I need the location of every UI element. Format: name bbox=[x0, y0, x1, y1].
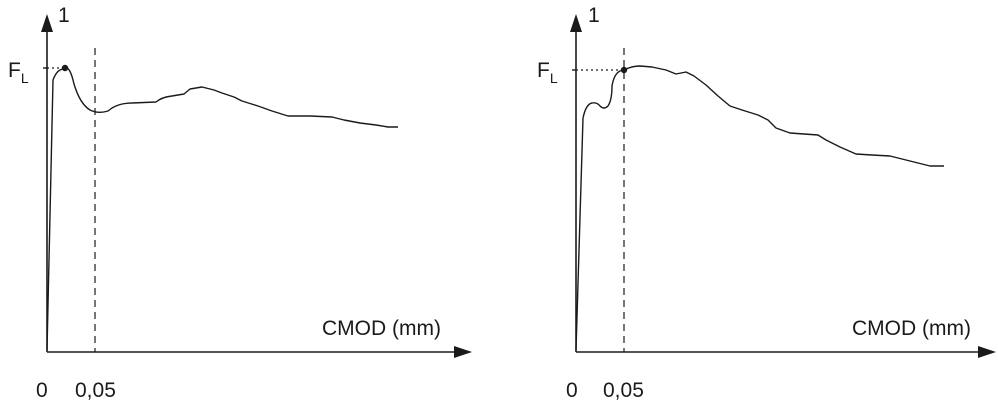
right-x-axis-arrow bbox=[978, 346, 996, 358]
right-tick-origin: 0 bbox=[566, 379, 578, 402]
right-panel: 1 FL 0 0,05 CMOD (mm) bbox=[537, 4, 996, 402]
left-fl-label: FL bbox=[8, 59, 29, 86]
right-load-curve bbox=[575, 65, 944, 351]
left-fl-label-sub: L bbox=[21, 70, 29, 86]
left-y-axis-arrow bbox=[41, 14, 53, 32]
right-y-axis-label: 1 bbox=[588, 4, 600, 27]
left-tick-origin: 0 bbox=[36, 379, 48, 402]
right-fl-label-sub: L bbox=[550, 70, 558, 86]
right-fl-label: FL bbox=[537, 59, 558, 86]
left-y-axis-label: 1 bbox=[58, 4, 70, 27]
left-tick-limit: 0,05 bbox=[75, 379, 116, 402]
right-fl-label-main: F bbox=[537, 59, 550, 82]
right-y-axis-arrow bbox=[570, 14, 582, 32]
left-load-curve bbox=[46, 67, 398, 351]
right-tick-limit: 0,05 bbox=[603, 379, 644, 402]
right-x-axis-label: CMOD (mm) bbox=[852, 317, 971, 340]
left-x-axis-label: CMOD (mm) bbox=[322, 317, 441, 340]
left-fl-label-main: F bbox=[8, 59, 21, 82]
left-panel: 1 FL 0 0,05 CMOD (mm) bbox=[8, 4, 472, 402]
left-x-axis-arrow bbox=[454, 346, 472, 358]
